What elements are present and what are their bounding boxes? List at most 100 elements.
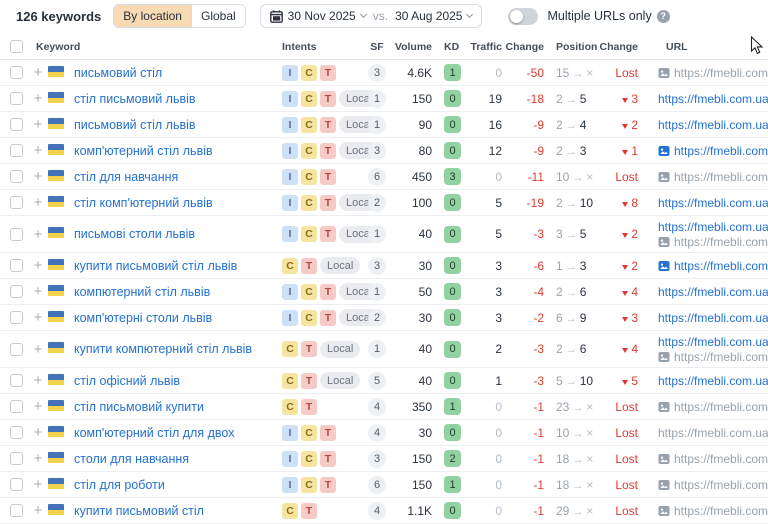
- keyword-link[interactable]: столи для навчання: [74, 451, 190, 466]
- row-checkbox[interactable]: [10, 285, 23, 298]
- url-link[interactable]: https://fmebli.com.ua/: [658, 219, 768, 234]
- row-checkbox[interactable]: [10, 118, 23, 131]
- volume-cell: 40: [418, 373, 432, 388]
- url-link[interactable]: https://fmebli.com.ua/: [674, 399, 768, 414]
- ukraine-flag-icon: [48, 284, 64, 296]
- row-checkbox[interactable]: [10, 196, 23, 209]
- url-link[interactable]: https://fmebli.com.ua/: [658, 373, 768, 388]
- keyword-link[interactable]: стіл для роботи: [74, 477, 165, 492]
- keyword-link[interactable]: стіл комп'ютерний львів: [74, 195, 213, 210]
- add-icon[interactable]: +: [33, 142, 43, 159]
- url-link[interactable]: https://fmebli.com.ua/: [658, 310, 768, 325]
- url-link[interactable]: https://fmebli.com.ua/: [674, 234, 768, 249]
- intent-badge-t: T: [320, 168, 336, 185]
- keyword-link[interactable]: стіл письмовий львів: [74, 91, 196, 106]
- row-checkbox[interactable]: [10, 426, 23, 439]
- date-range-picker[interactable]: 30 Nov 2025 vs. 30 Aug 2025: [259, 4, 483, 28]
- keyword-link[interactable]: письмовий стіл львів: [74, 117, 196, 132]
- date-from[interactable]: 30 Nov 2025: [287, 9, 356, 23]
- add-icon[interactable]: +: [33, 194, 43, 211]
- select-all-checkbox[interactable]: [10, 40, 23, 53]
- add-icon[interactable]: +: [33, 476, 43, 493]
- url-link[interactable]: https://fmebli.com.ua/: [658, 195, 768, 210]
- url-link[interactable]: https://fmebli.com.ua/: [674, 477, 768, 492]
- url-link[interactable]: https://fmebli.com.ua/: [674, 451, 768, 466]
- row-checkbox[interactable]: [10, 400, 23, 413]
- add-icon[interactable]: +: [33, 90, 43, 107]
- keyword-link[interactable]: стіл письмовий купити: [74, 399, 204, 414]
- ukraine-flag-icon: [48, 425, 64, 437]
- tab-global[interactable]: Global: [190, 5, 245, 27]
- row-checkbox[interactable]: [10, 170, 23, 183]
- intent-badge-t: T: [320, 309, 336, 326]
- keyword-link[interactable]: комп'ютерні столи львів: [74, 310, 213, 325]
- column-header-traffic[interactable]: Traffic: [470, 40, 502, 53]
- url-link[interactable]: https://fmebli.com.ua/: [658, 117, 768, 132]
- column-header-position[interactable]: Position: [556, 40, 598, 53]
- column-header-keyword[interactable]: Keyword: [36, 40, 81, 53]
- add-icon[interactable]: +: [33, 450, 43, 467]
- add-icon[interactable]: +: [33, 424, 43, 441]
- row-checkbox[interactable]: [10, 374, 23, 387]
- add-icon[interactable]: +: [33, 372, 43, 389]
- row-checkbox[interactable]: [10, 259, 23, 272]
- row-checkbox[interactable]: [10, 452, 23, 465]
- add-icon[interactable]: +: [33, 116, 43, 133]
- add-icon[interactable]: +: [33, 168, 43, 185]
- url-cell: https://fmebli.com.ua/: [642, 258, 768, 273]
- add-icon[interactable]: +: [33, 64, 43, 81]
- position-change-cell: Lost: [615, 65, 638, 80]
- row-checkbox[interactable]: [10, 144, 23, 157]
- url-link[interactable]: https://fmebli.com.ua/: [674, 258, 768, 273]
- column-header-intents[interactable]: Intents: [282, 40, 317, 53]
- add-icon[interactable]: +: [33, 309, 43, 326]
- sf-badge: 3: [368, 141, 386, 160]
- row-checkbox[interactable]: [10, 66, 23, 79]
- row-checkbox[interactable]: [10, 478, 23, 491]
- row-checkbox[interactable]: [10, 92, 23, 105]
- column-header-kd[interactable]: KD: [444, 40, 460, 53]
- add-icon[interactable]: +: [33, 502, 43, 519]
- row-checkbox[interactable]: [10, 342, 23, 356]
- row-checkbox[interactable]: [10, 227, 23, 241]
- keyword-link[interactable]: стіл офісний львів: [74, 373, 180, 388]
- keyword-link[interactable]: купити компютерний стіл львів: [74, 342, 253, 356]
- row-checkbox[interactable]: [10, 504, 23, 517]
- keyword-link[interactable]: купити письмовий стіл львів: [74, 258, 238, 273]
- keyword-link[interactable]: письмовий стіл: [74, 65, 163, 80]
- keyword-link[interactable]: комп'ютерний стіл львів: [74, 143, 213, 158]
- column-header-url[interactable]: URL: [666, 40, 688, 53]
- date-to[interactable]: 30 Aug 2025: [395, 9, 463, 23]
- row-checkbox[interactable]: [10, 311, 23, 324]
- url-line: https://fmebli.com.ua/: [658, 169, 768, 184]
- url-link[interactable]: https://fmebli.com.ua/: [674, 65, 768, 80]
- tab-by-location[interactable]: By location: [114, 5, 191, 27]
- column-header-traffic-change[interactable]: Change: [505, 40, 544, 53]
- intent-badge-t: T: [320, 450, 336, 467]
- column-header-sf[interactable]: SF: [370, 40, 384, 53]
- url-link[interactable]: https://fmebli.com.ua/: [674, 349, 768, 364]
- url-link[interactable]: https://fmebli.com.ua/: [674, 503, 768, 518]
- column-header-position-change[interactable]: Change: [599, 40, 638, 53]
- keyword-link[interactable]: купити письмовий стіл: [74, 503, 204, 518]
- help-icon[interactable]: ?: [656, 9, 670, 23]
- url-link[interactable]: https://fmebli.com.ua/: [658, 334, 768, 349]
- add-icon[interactable]: +: [33, 257, 43, 274]
- keyword-link[interactable]: комп'ютерний стіл для двох: [74, 425, 235, 440]
- keyword-link[interactable]: компютерний стіл львів: [74, 284, 211, 299]
- intents-cell: I C T Local: [282, 116, 380, 133]
- add-icon[interactable]: +: [33, 283, 43, 300]
- multiple-urls-toggle[interactable]: [508, 7, 539, 25]
- url-link[interactable]: https://fmebli.com.ua/: [658, 284, 768, 299]
- column-header-volume[interactable]: Volume: [394, 40, 432, 53]
- url-link[interactable]: https://fmebli.com.ua/: [658, 91, 768, 106]
- url-link[interactable]: https://fmebli.com.ua/: [658, 425, 768, 440]
- add-icon[interactable]: +: [33, 225, 43, 243]
- intent-badge-i: I: [282, 226, 298, 242]
- keyword-link[interactable]: стіл для навчання: [74, 169, 179, 184]
- url-link[interactable]: https://fmebli.com.ua/: [674, 169, 768, 184]
- add-icon[interactable]: +: [33, 398, 43, 415]
- url-link[interactable]: https://fmebli.com.ua/: [674, 143, 768, 158]
- add-icon[interactable]: +: [33, 340, 43, 358]
- keyword-link[interactable]: письмові столи львів: [74, 227, 196, 241]
